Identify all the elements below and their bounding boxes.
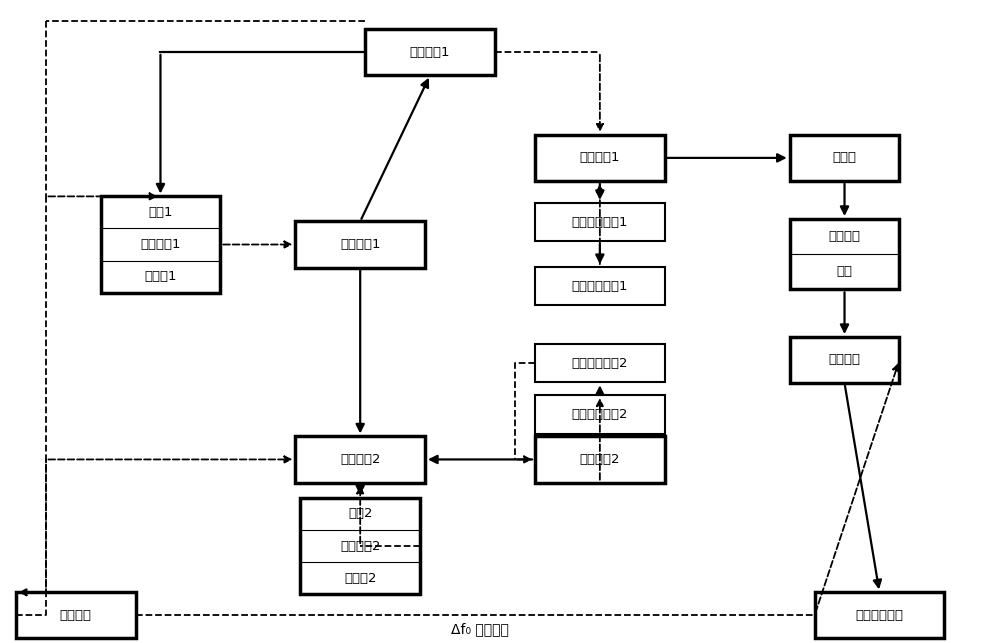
Text: 慢反馈2: 慢反馈2 — [344, 572, 376, 584]
FancyBboxPatch shape — [535, 395, 665, 434]
Text: 频率计数1: 频率计数1 — [140, 238, 181, 251]
FancyBboxPatch shape — [365, 29, 495, 75]
Text: 重复频率探测2: 重复频率探测2 — [572, 408, 628, 421]
FancyBboxPatch shape — [790, 337, 899, 383]
FancyBboxPatch shape — [101, 196, 220, 293]
Text: 脉冲激光1: 脉冲激光1 — [580, 151, 620, 165]
FancyBboxPatch shape — [535, 344, 665, 383]
FancyBboxPatch shape — [295, 221, 425, 267]
FancyBboxPatch shape — [300, 498, 420, 594]
Text: 光学拍频2: 光学拍频2 — [340, 453, 380, 466]
Text: 重复频率锁定2: 重复频率锁定2 — [572, 357, 628, 370]
Text: 脉冲激光2: 脉冲激光2 — [580, 453, 620, 466]
Text: 信号处理: 信号处理 — [829, 354, 861, 367]
Text: 连续激光1: 连续激光1 — [340, 238, 380, 251]
Text: 重复频率锁定1: 重复频率锁定1 — [572, 280, 628, 293]
Text: 样品池: 样品池 — [833, 151, 857, 165]
FancyBboxPatch shape — [790, 219, 899, 289]
Text: 频率计数2: 频率计数2 — [340, 539, 380, 552]
Text: Δf₀ 补偿信号: Δf₀ 补偿信号 — [451, 622, 509, 637]
Text: 慢反馈1: 慢反馈1 — [144, 270, 177, 283]
FancyBboxPatch shape — [815, 592, 944, 638]
Text: 滤波1: 滤波1 — [148, 206, 173, 219]
FancyBboxPatch shape — [535, 267, 665, 305]
FancyBboxPatch shape — [790, 135, 899, 181]
Text: 光谱测量结果: 光谱测量结果 — [855, 609, 903, 622]
FancyBboxPatch shape — [535, 135, 665, 181]
FancyBboxPatch shape — [16, 592, 136, 638]
Text: 探测: 探测 — [837, 266, 853, 278]
FancyBboxPatch shape — [295, 437, 425, 482]
Text: 滤波2: 滤波2 — [348, 507, 372, 520]
Text: 干涉信号: 干涉信号 — [829, 230, 861, 243]
Text: 重复频率探测1: 重复频率探测1 — [572, 215, 628, 228]
FancyBboxPatch shape — [535, 437, 665, 482]
Text: 电路处理: 电路处理 — [60, 609, 92, 622]
FancyBboxPatch shape — [535, 203, 665, 241]
Text: 光学拍频1: 光学拍频1 — [410, 46, 450, 59]
